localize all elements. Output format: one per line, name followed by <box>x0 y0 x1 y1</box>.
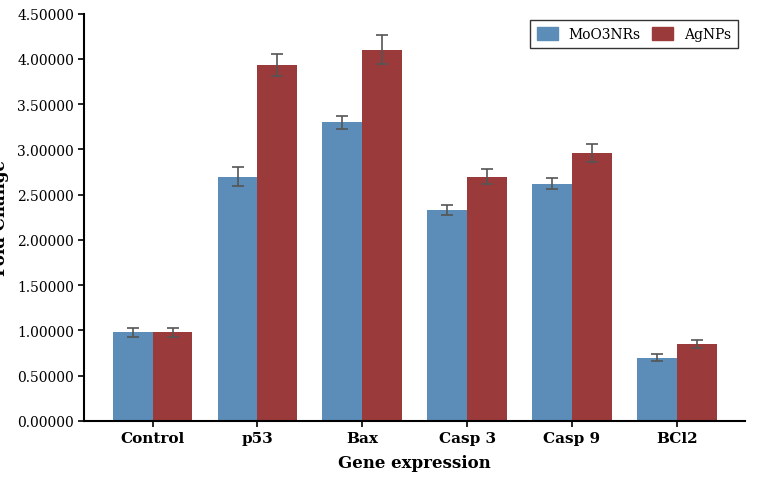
Bar <box>677 344 717 421</box>
Bar <box>323 123 362 421</box>
X-axis label: Gene expression: Gene expression <box>339 454 491 471</box>
Bar <box>113 333 153 421</box>
Bar <box>427 211 467 421</box>
Bar <box>257 66 297 421</box>
Bar <box>532 184 572 421</box>
Bar <box>153 333 193 421</box>
Bar <box>572 153 612 421</box>
Y-axis label: Fold Change: Fold Change <box>0 160 9 276</box>
Bar <box>467 177 507 421</box>
Bar <box>362 51 402 421</box>
Bar <box>217 177 257 421</box>
Legend: MoO3NRs, AgNPs: MoO3NRs, AgNPs <box>530 21 738 49</box>
Bar <box>637 358 677 421</box>
